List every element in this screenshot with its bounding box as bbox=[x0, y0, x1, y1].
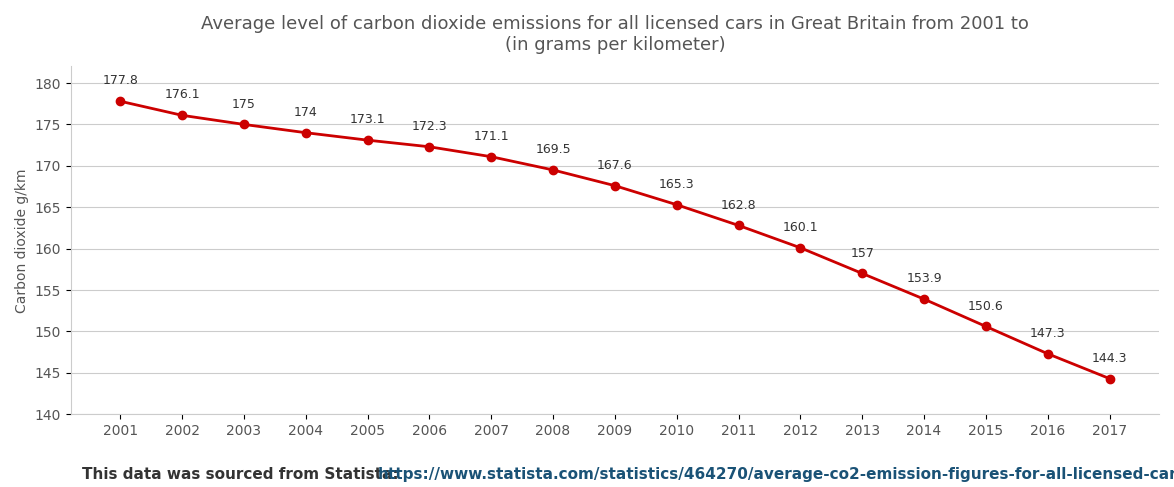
Text: 174: 174 bbox=[294, 106, 318, 119]
Title: Average level of carbon dioxide emissions for all licensed cars in Great Britain: Average level of carbon dioxide emission… bbox=[201, 15, 1028, 54]
Y-axis label: Carbon dioxide g/km: Carbon dioxide g/km bbox=[15, 168, 29, 313]
Text: 147.3: 147.3 bbox=[1030, 327, 1066, 340]
Text: This data was sourced from Statista:: This data was sourced from Statista: bbox=[82, 467, 404, 482]
Text: 177.8: 177.8 bbox=[102, 75, 139, 87]
Text: 153.9: 153.9 bbox=[906, 272, 942, 285]
Text: 150.6: 150.6 bbox=[969, 300, 1004, 313]
Text: 157: 157 bbox=[850, 246, 875, 260]
Text: 144.3: 144.3 bbox=[1092, 352, 1127, 365]
Text: https://www.statista.com/statistics/464270/average-co2-emission-figures-for-all-: https://www.statista.com/statistics/4642… bbox=[378, 467, 1174, 482]
Text: 176.1: 176.1 bbox=[164, 89, 200, 101]
Text: 172.3: 172.3 bbox=[412, 120, 447, 133]
Text: 171.1: 171.1 bbox=[473, 130, 510, 143]
Text: 169.5: 169.5 bbox=[535, 143, 571, 156]
Text: 173.1: 173.1 bbox=[350, 113, 385, 126]
Text: 165.3: 165.3 bbox=[659, 178, 695, 191]
Text: 160.1: 160.1 bbox=[783, 221, 818, 234]
Text: 162.8: 162.8 bbox=[721, 199, 756, 211]
Text: 167.6: 167.6 bbox=[598, 159, 633, 172]
Text: 175: 175 bbox=[232, 97, 256, 111]
